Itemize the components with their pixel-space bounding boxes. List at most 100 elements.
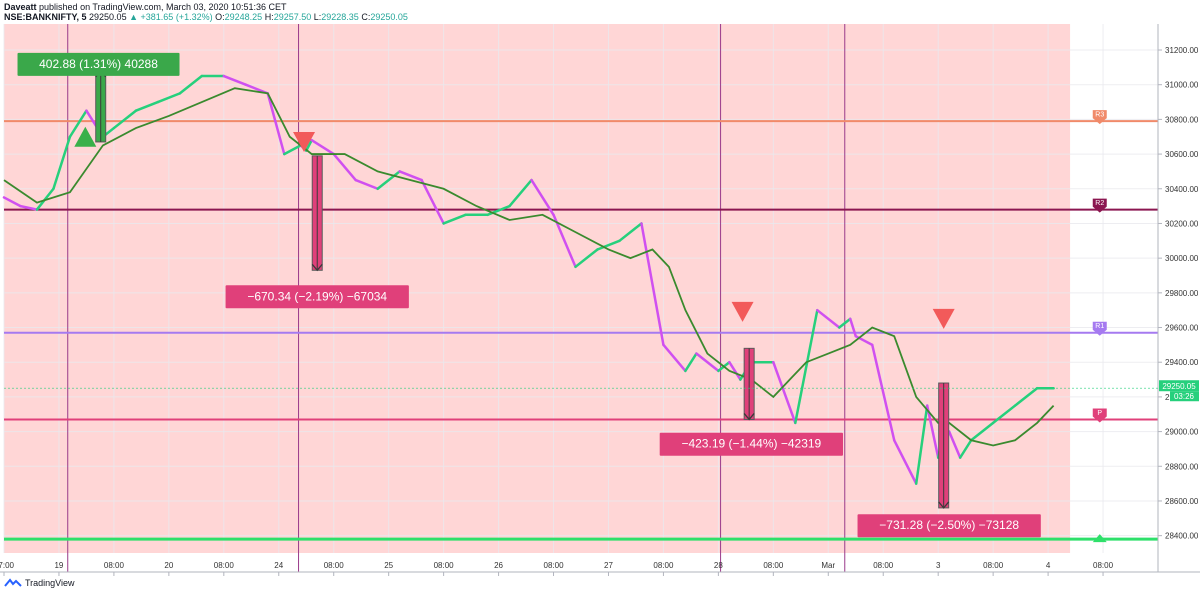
x-tick-label: 17:00 (0, 561, 15, 570)
price-segment (354, 178, 379, 191)
x-tick-label: 3 (936, 561, 941, 570)
y-tick-label: 29000.00 (1165, 428, 1199, 437)
y-tick-label: 29800.00 (1165, 289, 1199, 298)
trade-label: 402.88 (1.31%) 40288 (39, 57, 158, 71)
price-segment (772, 360, 797, 425)
price-segment (52, 135, 72, 191)
price-segment (947, 430, 962, 459)
countdown-badge (1170, 391, 1199, 402)
trade-label: −670.34 (−2.19%) −67034 (247, 289, 387, 303)
price-segment (991, 404, 1017, 425)
pivot-badge-r1 (1092, 321, 1107, 336)
trade-arrow-head (938, 501, 950, 509)
pivot-label-r2: R2 (1095, 200, 1104, 207)
price-segment (662, 343, 687, 373)
price-segment (222, 74, 248, 86)
x-tick-label: 19 (54, 561, 63, 570)
x-tick-label: 4 (1046, 561, 1051, 570)
trade-arrow-head (743, 413, 755, 421)
price-segment (684, 352, 698, 373)
x-tick-label: 08:00 (214, 561, 235, 570)
price-segment (442, 213, 467, 225)
session-shade (4, 24, 1071, 553)
y-tick-label: 30400.00 (1165, 185, 1199, 194)
trade-arrow-head (311, 263, 323, 272)
up-arrow-icon: ▲ (129, 12, 139, 22)
y-tick-label: 30200.00 (1165, 219, 1199, 228)
tradingview-logo[interactable]: TradingView (4, 578, 75, 588)
price-segment (892, 439, 918, 485)
pivot-label-r3: R3 (1095, 112, 1104, 119)
x-tick-label: 26 (494, 561, 503, 570)
last-price-badge (1159, 380, 1199, 392)
price-segment (640, 222, 665, 347)
low-label: L: (313, 12, 322, 22)
price-segment (310, 138, 335, 156)
buy-signal-icon (74, 126, 97, 147)
x-tick-label: 08:00 (544, 561, 565, 570)
y-tick-label: 31000.00 (1165, 81, 1199, 90)
price-segment (849, 317, 858, 338)
price-segment (283, 144, 302, 156)
price-segment (728, 360, 742, 381)
pivot-badge-r2 (1092, 198, 1107, 213)
ohlc-line: NSE:BANKNIFTY, 5 29250.05 ▲ +381.65 (+1.… (4, 12, 408, 22)
price-segment (870, 343, 896, 442)
y-tick-label: 30800.00 (1165, 115, 1199, 124)
x-tick-label: 08:00 (983, 561, 1004, 570)
price-segment (508, 178, 533, 208)
y-tick-label: 28800.00 (1165, 462, 1199, 471)
close-value: 29250.05 (370, 12, 408, 22)
x-tick-label: 08:00 (653, 561, 674, 570)
trade-label: −731.28 (−2.50%) −73128 (879, 518, 1019, 532)
y-tick-label: 28400.00 (1165, 532, 1199, 541)
trade-label-box (659, 432, 844, 456)
price-segment (332, 152, 357, 182)
last-price: 29250.05 (89, 12, 127, 22)
pivot-label-p: P (1097, 410, 1102, 417)
author-name[interactable]: Daveatt (4, 2, 37, 12)
price-segment (958, 439, 973, 459)
support-marker-icon (1092, 534, 1107, 543)
trade-label: −423.19 (−1.44%) −42319 (681, 437, 821, 451)
x-tick-label: 08:00 (324, 561, 345, 570)
y-tick-label: 30600.00 (1165, 150, 1199, 159)
last-price-text: 29250.05 (1162, 382, 1196, 391)
x-tick-label: Mar (821, 561, 835, 570)
price-segment (112, 109, 138, 130)
low-value: 29228.35 (321, 12, 359, 22)
ma-line (3, 87, 1055, 447)
x-tick-label: 27 (604, 561, 613, 570)
high-label: H: (264, 12, 274, 22)
trade-label-box (225, 285, 409, 309)
price-segment (816, 308, 841, 329)
trade-label-box (857, 514, 1041, 538)
price-segment (304, 138, 313, 152)
price-segment (266, 92, 286, 156)
price-segment (398, 170, 423, 182)
x-tick-label: 08:00 (763, 561, 784, 570)
pivot-label-r1: R1 (1095, 323, 1104, 330)
price-segment (178, 74, 204, 95)
pivot-badge-p (1092, 408, 1107, 423)
y-tick-label: 28600.00 (1165, 497, 1199, 506)
countdown-text: 03:26 (1174, 392, 1195, 401)
symbol-label[interactable]: NSE:BANKNIFTY, 5 (4, 12, 87, 22)
x-tick-label: 08:00 (104, 561, 125, 570)
x-tick-label: 20 (164, 561, 173, 570)
price-segment (914, 404, 929, 485)
price-segment (420, 178, 445, 225)
price-segment (618, 222, 643, 243)
price-segment (695, 352, 720, 373)
y-tick-label: 29400.00 (1165, 358, 1199, 367)
x-tick-label: 25 (384, 561, 393, 570)
publish-line: Daveatt published on TradingView.com, Ma… (4, 2, 287, 12)
trade-label-box (17, 52, 180, 76)
price-segment (486, 204, 511, 217)
price-segment (925, 404, 940, 459)
price-segment (2, 196, 22, 208)
y-axis-panel (1158, 24, 1200, 572)
y-tick-label: 31200.00 (1165, 46, 1199, 55)
high-value: 29257.50 (273, 12, 312, 22)
